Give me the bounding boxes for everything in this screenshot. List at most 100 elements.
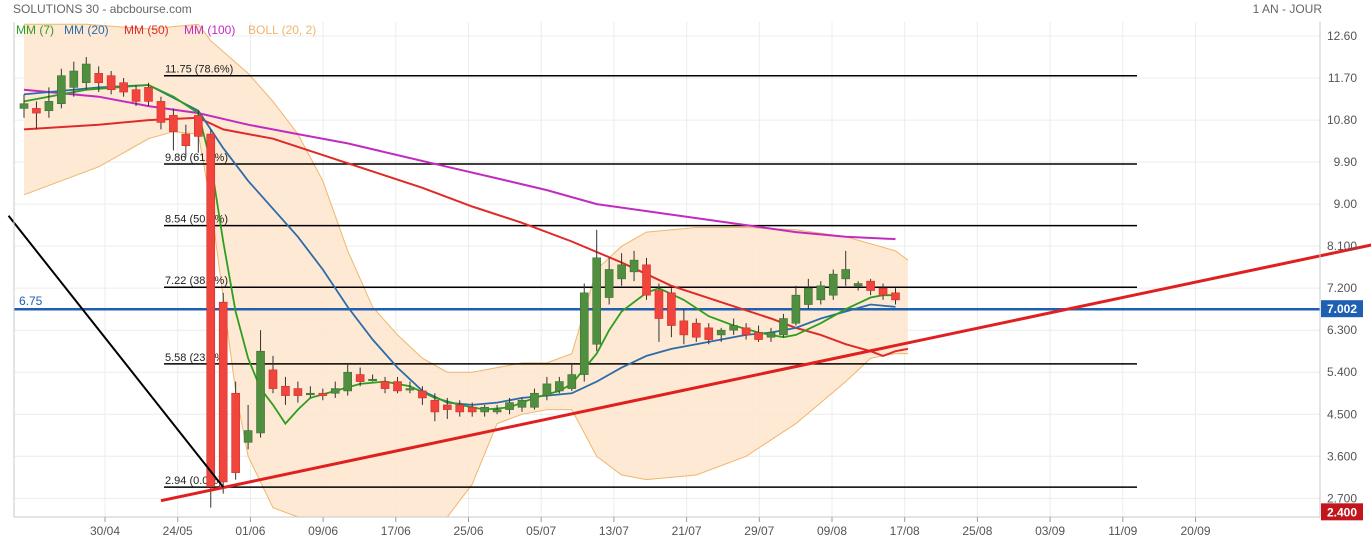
candle-body [343, 371, 353, 392]
candle-body [629, 259, 639, 273]
candle-body [156, 101, 166, 123]
trend-lines [7, 215, 1371, 503]
y-tick-label: 11.70 [1328, 71, 1357, 85]
bollinger-upper-line [24, 23, 909, 373]
support-trend-line [160, 243, 1371, 503]
candle-body [144, 87, 153, 102]
candle-body [480, 406, 489, 413]
candle-body [878, 287, 888, 296]
candle-body [654, 290, 664, 319]
x-tick-label: 25/08 [962, 524, 992, 538]
candle-body [206, 133, 216, 487]
candle-body [542, 383, 552, 396]
candle-body [119, 82, 128, 93]
price-badge [1321, 503, 1363, 521]
current-price-level-label: 6.75 [19, 294, 43, 308]
x-tick-label: 24/05 [163, 524, 193, 538]
y-tick-label: 8.100 [1327, 239, 1357, 253]
y-tick-label: 10.80 [1327, 113, 1357, 127]
candle-body [804, 287, 813, 305]
chart-title: SOLUTIONS 30 - abcbourse.com [13, 2, 192, 16]
candle-body [841, 269, 851, 280]
candle-body [704, 327, 714, 340]
candle-body [393, 381, 402, 392]
x-tick-label: 21/07 [672, 524, 702, 538]
candles [19, 57, 900, 508]
candle-body [380, 381, 390, 389]
candle-body [281, 385, 290, 396]
y-tick-label: 5.400 [1327, 365, 1357, 379]
candle-body [754, 332, 763, 340]
descending-black-line [7, 215, 224, 488]
candle-body [579, 292, 589, 375]
y-tick-label: 9.90 [1334, 155, 1358, 169]
fibonacci-label: 7.22 (38.2%) [165, 275, 228, 287]
candle-body [816, 285, 826, 301]
candle-body [355, 374, 365, 382]
candle-body [81, 63, 91, 84]
candle-body [57, 75, 66, 105]
candle-body [505, 402, 514, 410]
x-tick-label: 13/07 [599, 524, 629, 538]
axes: 12.60 11.70 10.80 9.90 9.00 8.100 7.200 6.300 5.… [13, 22, 1363, 538]
candle-body [467, 406, 477, 413]
price-badge-label: 7.002 [1327, 302, 1357, 316]
fibonacci-label: 5.58 (23.6%) [165, 352, 228, 364]
chart-header: SOLUTIONS 30 - abcbourse.com 1 AN - JOUR [13, 2, 1322, 16]
candle-body [555, 381, 564, 392]
candle-body [729, 325, 738, 331]
candle-body [667, 292, 676, 326]
bollinger-band-area [24, 24, 908, 518]
candle-body [194, 115, 203, 137]
candle-body [617, 264, 626, 280]
candle-body [442, 404, 452, 410]
candle-body [44, 101, 54, 112]
candle-body [32, 108, 41, 114]
candle-body [293, 388, 303, 396]
y-tick-label: 12.60 [1327, 29, 1357, 43]
candle-body [492, 409, 502, 413]
candle-body [567, 374, 577, 389]
candle-body [318, 392, 328, 396]
candle-body [741, 327, 751, 336]
price-badge [1321, 300, 1363, 318]
x-tick-label: 01/06 [235, 524, 265, 538]
x-tick-label: 11/09 [1108, 524, 1137, 538]
mm50-line [23, 116, 909, 357]
candle-body [828, 273, 838, 296]
legend-item: MM (20) [64, 23, 109, 37]
candle-body [131, 89, 141, 102]
candle-body [604, 269, 614, 298]
candle-body [592, 257, 602, 345]
mm100-line [23, 88, 896, 241]
fibonacci-label: 11.75 (78.6%) [165, 64, 233, 76]
candle-body [691, 322, 701, 338]
candle-body [306, 392, 315, 396]
candle-body [94, 73, 103, 84]
x-tick-label: 03/09 [1035, 524, 1065, 538]
x-tick-label: 09/06 [308, 524, 338, 538]
candle-body [530, 392, 539, 408]
y-tick-label: 3.600 [1327, 449, 1357, 463]
candle-body [853, 283, 863, 287]
price-badge-label: 2.400 [1327, 505, 1357, 519]
candle-body [69, 70, 79, 88]
candle-body [779, 318, 788, 336]
legend-item: MM (50) [124, 23, 169, 37]
candle-body [106, 75, 116, 91]
x-tick-label: 20/09 [1180, 524, 1210, 538]
candle-body [430, 399, 440, 413]
x-tick-label: 17/08 [890, 524, 920, 538]
x-tick-label: 30/04 [90, 524, 120, 538]
y-tick-label: 6.300 [1327, 323, 1357, 337]
candle-body [19, 103, 29, 109]
y-tick-label: 7.200 [1327, 281, 1357, 295]
x-tick-label: 17/06 [381, 524, 411, 538]
candle-body [231, 392, 240, 473]
x-tick-label: 25/06 [453, 524, 483, 538]
y-tick-label: 2.700 [1327, 491, 1357, 505]
candle-body [679, 320, 689, 336]
candle-body [218, 301, 228, 483]
